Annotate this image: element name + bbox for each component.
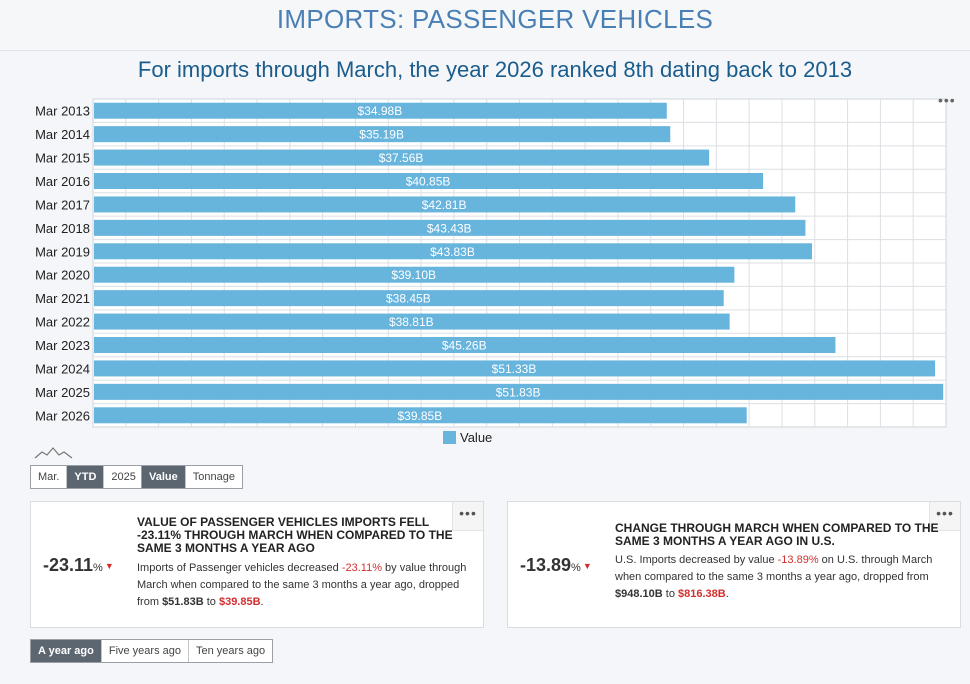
category-tick-label: Mar 2019 [35,244,90,259]
bar-data-label: $43.43B [427,221,472,235]
chart-subtitle: For imports through March, the year 2026… [137,57,853,82]
change-value: -13.89% ▼ [520,555,592,575]
bar [94,337,836,353]
range-button-ten-years[interactable]: Ten years ago [196,645,266,657]
change-card-us: ••• -13.89% ▼ CHANGE THROUGH MARCH WHEN C… [507,501,961,628]
change-card-commodity: ••• -23.11% ▼ VALUE OF PASSENGER VEHICLES… [30,501,484,628]
category-tick-label: Mar 2013 [35,104,90,119]
bar-data-label: $42.81B [422,198,467,212]
bar [94,290,724,307]
measure-button-tonnage[interactable]: Tonnage [192,471,235,483]
page-title: IMPORTS: PASSENGER VEHICLES [276,4,714,34]
bar [94,196,796,213]
bar-data-label: $38.45B [386,292,431,306]
legend-swatch [443,431,456,444]
bar-data-label: $35.19B [359,128,404,142]
bar-data-label: $40.85B [406,175,451,189]
bar [94,243,812,260]
legend-label: Value [460,430,492,445]
category-tick-label: Mar 2021 [35,291,90,306]
card-body: U.S. Imports decreased by value -13.89% … [615,554,933,600]
card-body: Imports of Passenger vehicles decreased … [137,562,467,608]
bar-data-label: $51.83B [496,385,541,399]
page-header: IMPORTS: PASSENGER VEHICLES [0,0,970,51]
category-tick-label: Mar 2017 [35,197,90,212]
range-toggle: A year ago Five years ago Ten years ago [30,639,274,663]
bar [94,360,936,377]
measure-toggle: Value Tonnage [141,465,243,489]
bar [94,313,730,330]
range-button-five-years[interactable]: Five years ago [102,640,189,662]
bar [94,219,806,236]
change-value: -23.11% ▼ [43,555,114,575]
range-button-one-year[interactable]: A year ago [31,640,102,662]
category-tick-label: Mar 2016 [35,174,90,189]
card-menu-icon[interactable]: ••• [452,502,483,531]
category-tick-label: Mar 2024 [35,361,90,376]
category-tick-label: Mar 2022 [35,315,90,330]
bar [94,126,671,143]
bar-data-label: $43.83B [430,245,475,259]
category-tick-label: Mar 2018 [35,221,90,236]
bar [94,173,764,189]
measure-button-value[interactable]: Value [142,466,186,488]
bar-data-label: $37.56B [379,151,424,165]
bar-data-label: $51.33B [492,362,537,376]
sparkline-icon [34,447,73,459]
bar [94,102,667,119]
down-arrow-icon: ▼ [582,561,592,571]
bar-data-label: $34.98B [358,104,403,118]
period-toggle: Mar. YTD 2025 [30,465,144,489]
bar-data-label: $39.10B [391,268,436,282]
bar [94,149,710,166]
category-tick-label: Mar 2015 [35,151,90,166]
bar-data-label: $45.26B [442,339,487,353]
category-tick-label: Mar 2026 [35,408,90,423]
bar [94,266,735,283]
category-tick-label: Mar 2023 [35,338,90,353]
card-menu-icon[interactable]: ••• [929,502,960,531]
category-tick-label: Mar 2020 [35,268,90,283]
bar-chart: $34.98B Mar 2013 $35.19B Mar 2014 $37.56B Mar… [35,98,947,445]
card-title: VALUE OF PASSENGER VEHICLES IMPORTS FELL… [137,515,453,555]
card-title: CHANGE THROUGH MARCH WHEN COMPARED TO TH… [615,521,939,548]
period-button-year[interactable]: 2025 [111,471,136,483]
category-tick-label: Mar 2014 [35,127,90,142]
category-tick-label: Mar 2025 [35,385,90,400]
chart-menu-icon[interactable]: ••• [938,92,956,108]
down-arrow-icon: ▼ [104,561,114,571]
bar-data-label: $39.85B [397,409,442,423]
period-button-month[interactable]: Mar. [31,466,68,488]
bar [94,383,944,400]
bar [94,407,747,424]
period-button-ytd[interactable]: YTD [67,466,105,488]
bar-data-label: $38.81B [389,315,434,329]
